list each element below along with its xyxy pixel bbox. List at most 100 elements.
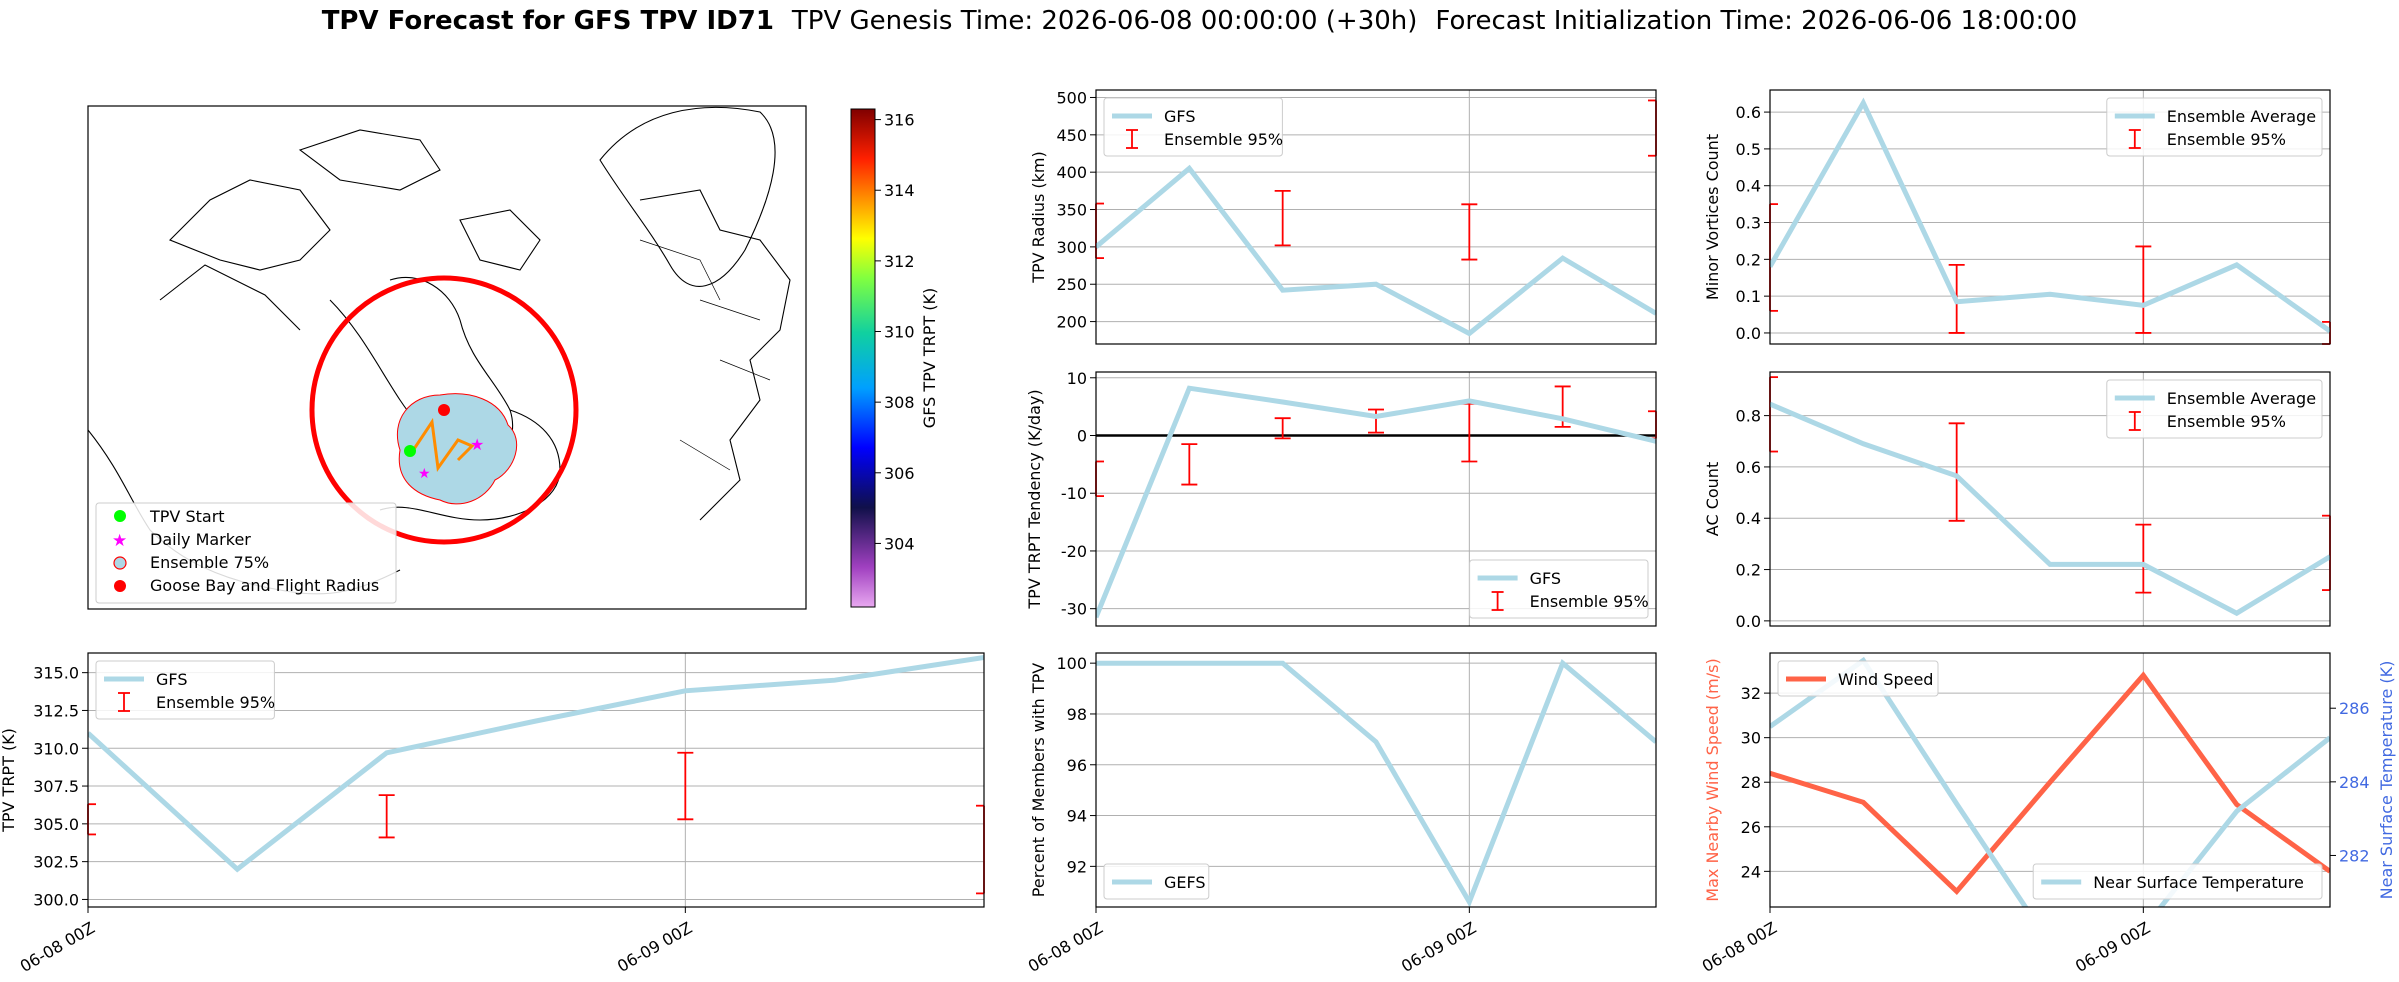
series-line-gfs (1096, 385, 1656, 619)
colorbar: 304 306 308 310 312 314 316 GFS TPV TRPT (K) (850, 108, 939, 608)
legend-start-label: TPV Start (149, 507, 225, 526)
colorbar-gradient (850, 108, 876, 608)
y-tick-label: 305.0 (33, 815, 79, 834)
alaska-border (159, 264, 301, 331)
y-tick-label: 302.5 (33, 853, 79, 872)
y-tick-label: 0.2 (1736, 561, 1761, 580)
y-tick-label: 100 (1056, 654, 1087, 673)
y-tick-label: 400 (1056, 163, 1087, 182)
legend-box (2106, 97, 2323, 157)
legend-label: GFS (1164, 107, 1195, 126)
x-tick-label: 06-08 00Z (17, 918, 98, 976)
y-tick-label: 92 (1067, 857, 1087, 876)
europe-coast (639, 189, 791, 521)
y-right-tick-label: 282 (2339, 846, 2370, 865)
y-tick-label: 0.4 (1736, 177, 1761, 196)
legend-start-icon (114, 510, 126, 522)
error-bar (2135, 523, 2152, 594)
legend-box (1103, 863, 1210, 900)
y-tick-label: 300 (1056, 238, 1087, 257)
daily-marker-map-2: ★ (418, 466, 431, 482)
legend-label: GFS (156, 670, 187, 689)
x-tick-label: 06-08 00Z (1025, 918, 1106, 976)
colorbar-tick-label: 308 (884, 393, 915, 412)
panel-tendency: -30 -20 -10 0 10 TPV TRPT Tendency (K/day) GFS… (1025, 369, 1657, 627)
flight-radius-circle (309, 275, 579, 545)
y-tick-label: 10 (1067, 369, 1087, 388)
y-tick-label: 94 (1067, 807, 1087, 826)
daily-marker-map: ★ (470, 435, 484, 454)
y-tick-label: 300.0 (33, 890, 79, 909)
colorbar-ticks: 304 306 308 310 312 314 316 (875, 111, 915, 553)
error-bar (1181, 443, 1198, 486)
y-tick-label: 0.5 (1736, 140, 1761, 159)
panel-trpt: 300.0 302.5 305.0 307.5 310.0 312.5 315.0 06-08… (0, 652, 985, 976)
error-bar (2135, 245, 2152, 334)
x-tick-label: 06-09 00Z (614, 918, 695, 976)
error-bar (677, 751, 694, 821)
y-tick-label: 350 (1056, 201, 1087, 220)
legend-right: Near Surface Temperature (2032, 863, 2323, 900)
y-tick-label: 250 (1056, 275, 1087, 294)
colorbar-tick-label: 314 (884, 181, 915, 200)
y-tick-label: 0.0 (1736, 612, 1761, 631)
legend-star-icon: ★ (112, 531, 127, 551)
colorbar-tick-label: 316 (884, 111, 915, 130)
legend-box (1777, 660, 1939, 697)
legend-label: Ensemble 95% (1164, 130, 1283, 149)
series-line-gefs (1096, 659, 1656, 907)
axes-frame (1095, 652, 1657, 908)
tpv-start-marker (404, 445, 416, 457)
y-tick-label: 310.0 (33, 739, 79, 758)
legend-box (95, 660, 275, 720)
legend-box (1103, 97, 1283, 157)
legend-ensemble-label: Ensemble 75% (150, 553, 269, 572)
error-bar (1461, 203, 1478, 261)
legend-goose-label: Goose Bay and Flight Radius (150, 576, 379, 595)
y-tick-label: 30 (1741, 729, 1761, 748)
axes-frame (1769, 371, 2331, 627)
colorbar-label: GFS TPV TRPT (K) (920, 288, 939, 428)
y-axis-label: TPV TRPT (K) (0, 728, 18, 833)
y-tick-label: 98 (1067, 705, 1087, 724)
axes-frame (1095, 89, 1657, 345)
legend: Ensemble Average Ensemble 95% (2106, 379, 2323, 439)
y-tick-label: 315.0 (33, 664, 79, 683)
series-line-near-surface-temperature (1770, 656, 2330, 907)
error-bar (1274, 189, 1291, 247)
y-tick-label: 0.2 (1736, 250, 1761, 269)
y-tick-label: 312.5 (33, 701, 79, 720)
y-tick-label: 307.5 (33, 777, 79, 796)
legend-label: Ensemble 95% (1530, 592, 1649, 611)
greenland-coast (599, 106, 776, 287)
panel-minor: 0.0 0.1 0.2 0.3 0.4 0.5 0.6 Minor Vortices Coun… (1703, 89, 2331, 345)
panel-wind_temp: 24 26 28 30 32 06-08 00Z 06-09 00Z 282 284 286 Nea… (1699, 652, 2396, 976)
title-bold: TPV Forecast for GFS TPV ID71 (321, 6, 774, 36)
y-tick-label: 0.6 (1736, 103, 1761, 122)
series-line-gfs (88, 655, 984, 873)
error-bar (1274, 417, 1291, 440)
y-tick-label: 0.6 (1736, 458, 1761, 477)
y-tick-label: 450 (1056, 126, 1087, 145)
legend-daily-label: Daily Marker (150, 530, 251, 549)
legend-ensemble-icon (113, 556, 127, 570)
axes-frame (87, 652, 985, 908)
title-init: Forecast Initialization Time: 2026-06-06… (1435, 6, 2078, 36)
title-genesis: TPV Genesis Time: 2026-06-08 00:00:00 (+… (791, 6, 1418, 36)
legend-label: Ensemble 95% (2167, 130, 2286, 149)
y-axis-label: Minor Vortices Count (1703, 134, 1722, 300)
legend: GFS Ensemble 95% (1103, 97, 1283, 157)
figure-title: TPV Forecast for GFS TPV ID71 TPV Genesis… (0, 6, 2399, 36)
y-tick-label: -30 (1061, 600, 1087, 619)
legend-label: Wind Speed (1838, 670, 1933, 689)
legend-label: Ensemble Average (2167, 389, 2316, 408)
series-line-ensemble-average (1770, 401, 2330, 617)
axes-frame (1095, 371, 1657, 627)
y-tick-label: 0.8 (1736, 407, 1761, 426)
y-tick-label: 0.4 (1736, 509, 1761, 528)
colorbar-tick-label: 312 (884, 252, 915, 271)
panel-radius: 200 250 300 350 400 450 500 TPV Radius (km) GFS E… (1029, 88, 1657, 345)
y-tick-label: 0.0 (1736, 324, 1761, 343)
y-tick-label: 26 (1741, 818, 1761, 837)
